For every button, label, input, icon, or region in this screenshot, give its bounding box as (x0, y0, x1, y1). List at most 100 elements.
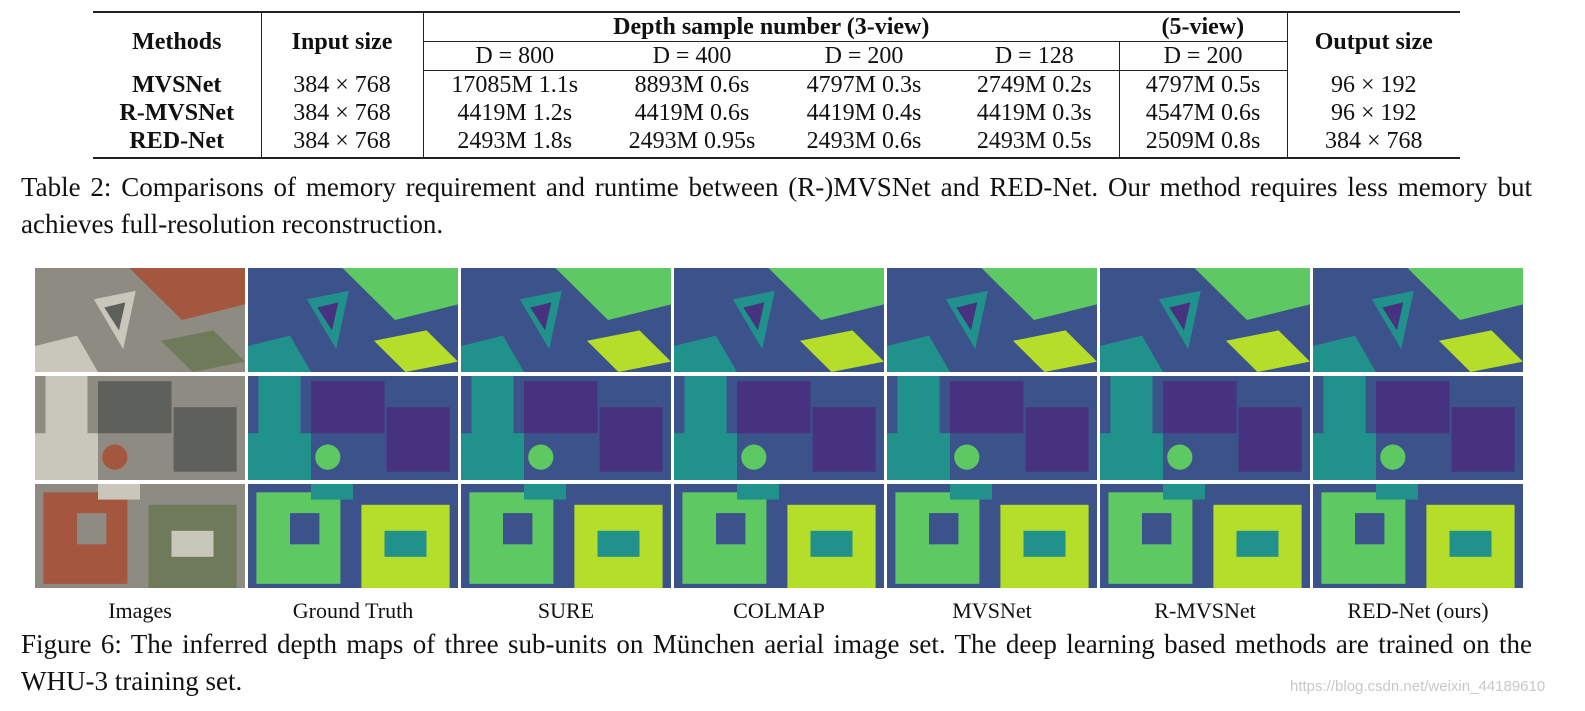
image-tile (1100, 376, 1310, 480)
tile-shape (929, 513, 959, 545)
tile-shape (317, 302, 339, 331)
tile-shape (384, 530, 427, 557)
table-cell: MVSNet (132, 71, 222, 98)
tile-shape (173, 407, 237, 472)
tile-shape (461, 335, 524, 372)
image-tile (248, 268, 458, 372)
column-label: RED-Net (ours) (1347, 598, 1489, 623)
image-tile (461, 268, 671, 372)
tile-shape (716, 513, 746, 545)
table-cell: 17085M 1.1s (422, 70, 606, 99)
tile-shape (461, 433, 524, 480)
tile-shape (812, 407, 876, 472)
column-label: R-MVSNet (1154, 598, 1256, 623)
tile-shape (743, 302, 765, 331)
tile-shape (311, 484, 353, 500)
tile-shape (290, 513, 320, 545)
tile-shape (1025, 407, 1089, 472)
table-cell: 2749M 0.2s (976, 72, 1092, 98)
table-cell: 2493M 0.5s (950, 127, 1120, 159)
tile-shape (530, 302, 552, 331)
header-cell: (5-view) (1119, 11, 1288, 42)
header-cell: Input size (260, 11, 423, 71)
tile-shape (342, 268, 458, 320)
tile-shape (1313, 335, 1376, 372)
sub-header-cell: D = 200 (1118, 41, 1288, 71)
tile-shape (674, 433, 737, 480)
table-cell: 384 × 768 (260, 127, 423, 159)
image-tile (887, 268, 1097, 372)
table-cell: 384 × 768 (260, 99, 423, 127)
tile-shape (171, 530, 214, 557)
tile-shape (98, 381, 172, 434)
table-cell: 2509M 0.8s (1118, 127, 1288, 159)
tile-shape (1100, 335, 1163, 372)
table-cell: 8893M 0.6s (634, 72, 750, 98)
header-cell: Output size (1286, 11, 1461, 71)
table-cell: 4419M 0.6s (634, 100, 750, 126)
tile-shape (129, 268, 245, 320)
tile-shape (1169, 302, 1191, 331)
tile-shape (1238, 407, 1302, 472)
table-cell: 4419M 0.3s (976, 100, 1092, 126)
tile-shape (597, 530, 640, 557)
sub-header-cell: D = 200 (778, 41, 950, 71)
tile-shape (1023, 530, 1066, 557)
tile-shape (674, 335, 737, 372)
tile-shape (1380, 444, 1406, 470)
table-cell: 96 × 192 (1286, 70, 1461, 99)
sub-header-cell: D = 400 (606, 41, 778, 71)
column-label: COLMAP (733, 598, 825, 623)
table-row: R-MVSNet 384 × 768 4419M 1.2s 4419M 0.6s 441… (93, 99, 1461, 127)
tile-shape (810, 530, 853, 557)
tile-shape (311, 381, 385, 434)
table-cell: 4797M 0.3s (806, 72, 922, 98)
tile-shape (1376, 484, 1418, 500)
tile-shape (1449, 530, 1492, 557)
tile-shape (1163, 381, 1237, 434)
table-cell: 2493M 1.8s (422, 127, 606, 159)
tile-shape (248, 433, 311, 480)
image-tile (248, 376, 458, 480)
image-tile (461, 376, 671, 480)
image-tile (35, 376, 245, 480)
table-cell: R-MVSNet (119, 100, 235, 126)
tile-shape (35, 433, 98, 480)
tile-shape (386, 407, 450, 472)
tile-shape (315, 444, 341, 470)
table-cell: 2493M 0.6s (778, 127, 950, 159)
header-cell: Methods (93, 11, 261, 71)
table-cell: 96 × 192 (1286, 99, 1461, 127)
image-tile (1313, 484, 1523, 588)
tile-shape (1407, 268, 1523, 320)
tile-shape (950, 484, 992, 500)
tile-shape (741, 444, 767, 470)
column-label: Images (108, 598, 172, 623)
tile-shape (1194, 268, 1310, 320)
tile-shape (524, 381, 598, 434)
header-cell: Depth sample number (3-view) (422, 11, 1120, 42)
tile-shape (555, 268, 671, 320)
tile-shape (1167, 444, 1193, 470)
image-tile (248, 484, 458, 588)
table-cell: 384 × 768 (260, 70, 423, 99)
tile-shape (737, 484, 779, 500)
tile-shape (887, 335, 950, 372)
table-cell: 384 × 768 (1286, 127, 1461, 159)
tile-shape (1313, 433, 1376, 480)
tile-shape (950, 381, 1024, 434)
image-tile (674, 268, 884, 372)
tile-shape (768, 268, 884, 320)
comparison-table: Methods Input size Depth sample number (… (93, 11, 1461, 159)
image-tile (35, 268, 245, 372)
table-cell: 4547M 0.6s (1118, 99, 1288, 127)
tile-shape (954, 444, 980, 470)
table-cell: 2493M 0.95s (606, 127, 778, 159)
column-label: MVSNet (952, 598, 1032, 623)
column-label: Ground Truth (292, 598, 414, 623)
tile-shape (98, 484, 140, 500)
tile-shape (528, 444, 554, 470)
image-tile (1100, 268, 1310, 372)
table-cell: RED-Net (93, 127, 261, 159)
